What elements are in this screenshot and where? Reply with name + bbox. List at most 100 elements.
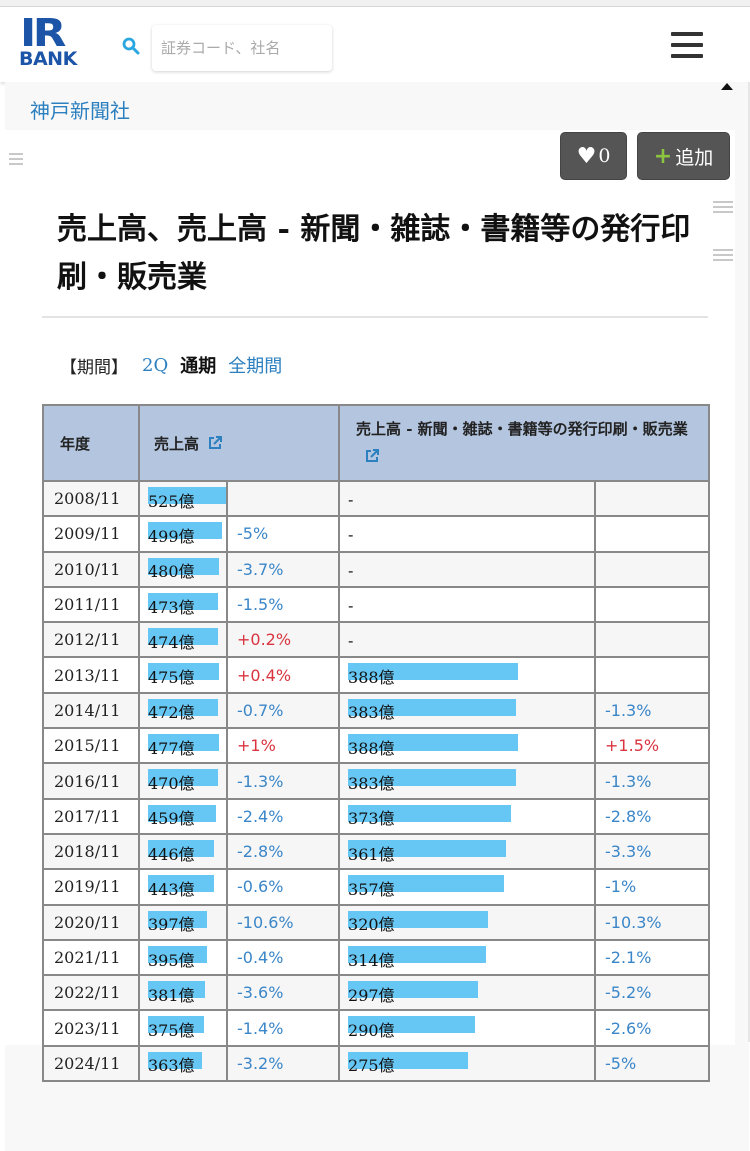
sales-value: 499億 [148,526,195,546]
sales-change-cell: -1.3% [225,762,341,800]
logo-bank-text: BANK [19,48,77,70]
segment-change-cell [594,479,711,518]
sales-value: 363億 [148,1056,195,1076]
period-option-2q[interactable]: 2Q [142,354,169,376]
segment-value: 290億 [348,1021,395,1041]
year-cell: 2014/11 [42,691,140,730]
period-label: 【期間】 [60,357,128,378]
segment-change-cell [594,585,711,624]
segment-change-cell [594,515,711,553]
sales-bar [148,628,218,646]
sales-cell: 443億 [138,868,228,906]
sales-value: 480億 [148,562,195,582]
sales-cell: 475億 [138,656,228,694]
segment-change-cell: -5.2% [594,974,711,1012]
sales-bar [148,839,214,857]
add-button[interactable]: + 追加 [637,132,730,180]
sales-cell: 381億 [138,974,228,1012]
period-option-all[interactable]: 全期間 [228,356,283,377]
sales-value: 397億 [148,915,195,935]
external-link-icon[interactable] [208,435,223,450]
external-link-icon[interactable] [365,449,380,463]
year-cell: 2012/11 [42,621,140,659]
segment-bar [348,698,517,716]
sales-bar [148,769,218,787]
header-segment-label: 売上高 - 新聞・雑誌・書籍等の発行印刷・販売業 [356,420,688,438]
table-row: 2016/11 470億 -1.3% 383億 -1.3% [42,762,711,800]
segment-cell: 361億 [338,832,597,871]
segment-value: 373億 [348,809,395,829]
sales-bar [148,734,219,752]
search-input[interactable] [152,25,332,71]
title-divider [42,316,708,318]
page-title: 売上高、売上高 - 新聞・雑誌・書籍等の発行印刷・販売業 [57,212,691,295]
sales-change-cell: -0.7% [225,691,341,730]
sales-bar [148,875,214,893]
year-cell: 2015/11 [42,727,140,765]
segment-change-cell: -10.3% [594,903,711,941]
sales-change-cell: -0.4% [225,938,341,977]
add-button-label: 追加 [675,146,714,169]
sales-change-cell: +0.4% [225,656,341,694]
year-cell: 2021/11 [42,938,140,977]
period-option-annual[interactable]: 通期 [180,356,217,377]
segment-bar [348,804,512,822]
segment-cell: 373億 [338,797,597,835]
segment-cell: - [338,515,597,553]
segment-cell: 383億 [338,691,597,730]
table-header-row: 年度 売上高 売上高 - 新聞・雑誌・書籍等の発行印刷・販売業 [42,404,711,482]
table-row: 2018/11 446億 -2.8% 361億 -3.3% [42,832,711,871]
drag-handle-icon[interactable] [713,201,733,216]
table-row: 2017/11 459億 -2.4% 373億 -2.8% [42,797,711,835]
sales-bar [148,522,222,540]
year-cell: 2008/11 [42,479,140,518]
table-row: 2013/11 475億 +0.4% 388億 [42,656,711,694]
sales-change-cell: -1.4% [225,1009,341,1047]
year-cell: 2009/11 [42,515,140,553]
irbank-logo[interactable]: IR BANK [18,11,84,73]
year-cell: 2017/11 [42,797,140,835]
segment-value: 297億 [348,985,395,1005]
sales-bar [148,487,226,504]
segment-value: 275億 [348,1056,395,1076]
segment-change-cell: -2.6% [594,1009,711,1047]
sales-bar [148,557,219,575]
drag-handle-icon[interactable] [713,249,733,264]
sales-change-cell: -2.4% [225,797,341,835]
sales-cell: 473億 [138,585,228,624]
segment-value: 383億 [348,774,395,794]
year-cell: 2022/11 [42,974,140,1012]
table-row: 2023/11 375億 -1.4% 290億 -2.6% [42,1009,711,1047]
sales-change-cell: -3.2% [225,1044,341,1083]
sales-cell: 525億 [138,479,228,518]
caret-up-icon[interactable] [721,83,733,90]
page-scrollbar[interactable] [748,82,750,1042]
company-name-link[interactable]: 神戸新聞社 [30,99,130,123]
sales-cell: 470億 [138,762,228,800]
table-row: 2024/11 363億 -3.2% 275億 -5% [42,1044,711,1083]
sales-bar [148,592,218,610]
search-icon[interactable] [122,37,140,55]
segment-value: - [348,631,354,651]
logo-ir-text: IR [20,11,67,55]
drag-handle-icon[interactable] [9,153,23,168]
segment-bar [348,769,517,787]
heart-icon: ♥ [576,143,597,169]
hamburger-menu-icon[interactable] [671,32,705,60]
sales-cell: 363億 [138,1044,228,1083]
sales-change-cell: -0.6% [225,868,341,906]
table-row: 2009/11 499億 -5% - [42,515,711,553]
year-cell: 2023/11 [42,1009,140,1047]
year-cell: 2020/11 [42,903,140,941]
plus-icon: + [653,143,673,169]
segment-change-cell: -3.3% [594,832,711,871]
table-row: 2021/11 395億 -0.4% 314億 -2.1% [42,938,711,977]
sales-bar [148,910,207,928]
table-row: 2022/11 381億 -3.6% 297億 -5.2% [42,974,711,1012]
sales-change-cell: -5% [225,515,341,553]
header-sales: 売上高 [137,404,341,482]
segment-value: 320億 [348,915,395,935]
segment-cell: 275億 [338,1044,597,1083]
favorite-button[interactable]: ♥ 0 [560,132,627,180]
segment-change-cell [594,550,711,588]
